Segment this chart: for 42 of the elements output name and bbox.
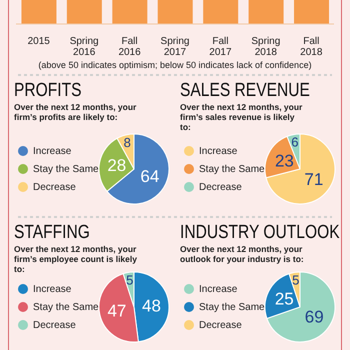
data-label: 6 [291, 134, 298, 150]
chart-subtitle: Over the next 12 months, your firm’s employee count is likely to: [14, 244, 138, 274]
data-label: 47 [107, 301, 126, 320]
x-tick-label: 2015 [28, 36, 50, 47]
data-label: 48 [142, 296, 161, 316]
x-tick-label: Spring 2018 [251, 36, 280, 58]
x-tick-label: Fall 2016 [118, 36, 142, 58]
legend-label: Decrease [198, 318, 243, 332]
text: (above 50 indicates optimism; below 50 indicates lack of confidence) [37, 60, 313, 71]
legend-label: Increase [198, 144, 238, 158]
data-label: 71 [304, 170, 324, 190]
chart-title: STAFFING [14, 222, 91, 244]
chart-subtitle: Over the next 12 months, your firm’s sales revenue is likely to: [180, 102, 304, 132]
data-label: 64 [140, 166, 160, 186]
x-tick-label: Spring 2017 [160, 36, 190, 58]
legend-label: Stay the Same [198, 300, 265, 314]
chart-title: SALES REVENUE [180, 80, 311, 102]
chart-subtitle: Over the next 12 months, your firm’s profits are likely to: [14, 102, 138, 122]
data-label: 5 [292, 272, 300, 288]
pie-slice [266, 272, 336, 342]
data-label: 5 [126, 272, 134, 288]
data-label: 8 [124, 135, 131, 150]
legend-label: Increase [32, 282, 72, 296]
legend-label: Decrease [32, 180, 77, 194]
chart-title: PROFITS [14, 80, 83, 102]
legend-label: Increase [198, 282, 238, 296]
x-tick-label: Fall 2017 [209, 36, 232, 58]
legend-label: Stay the Same [32, 300, 99, 314]
chart-subtitle: Over the next 12 months, your outlook for your industry is to: [180, 244, 305, 264]
legend-label: Decrease [198, 180, 243, 194]
chart-title: INDUSTRY OUTLOOK [180, 222, 340, 244]
data-label: 23 [274, 152, 294, 171]
x-tick-label: Spring 2016 [70, 36, 99, 58]
legend-label: Stay the Same [198, 162, 265, 176]
legend-label: Increase [32, 144, 72, 158]
legend-label: Stay the Same [32, 162, 99, 176]
pie-slice [266, 134, 336, 204]
x-tick-label: Fall 2018 [300, 36, 323, 58]
legend-label: Decrease [32, 318, 77, 332]
data-label: 28 [107, 156, 126, 176]
data-label: 25 [274, 290, 294, 309]
data-label: 69 [304, 308, 324, 327]
